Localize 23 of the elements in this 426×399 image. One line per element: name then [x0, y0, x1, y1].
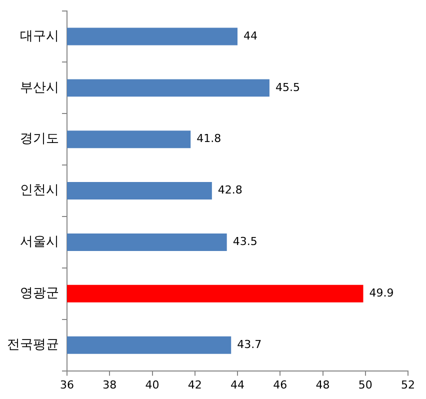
x-tick-label: 38	[102, 378, 117, 392]
y-tick-label: 부산시	[20, 80, 59, 96]
x-tick-label: 44	[230, 378, 244, 392]
data-label: 42.8	[218, 184, 242, 197]
y-tick-label: 인천시	[20, 183, 59, 198]
data-label: 49.9	[369, 286, 394, 300]
y-tick-label: 경기도	[20, 132, 59, 147]
data-label: 43.7	[237, 338, 262, 351]
data-label: 44	[244, 29, 258, 42]
data-label: 45.5	[275, 80, 300, 94]
y-tick-label: 영광군	[20, 286, 59, 302]
x-tick-label: 50	[358, 378, 372, 392]
data-label: 41.8	[196, 132, 222, 146]
x-tick-label: 48	[316, 378, 330, 392]
y-tick-label: 대구시	[20, 28, 59, 44]
data-label: 43.5	[232, 235, 258, 248]
x-tick-label: 42	[188, 378, 202, 392]
x-tick-label: 36	[60, 378, 74, 392]
y-tick-label: 전국평균	[7, 337, 59, 352]
x-tick-label: 46	[273, 378, 288, 392]
y-tick-label: 서울시	[20, 234, 59, 250]
x-tick-label: 52	[401, 378, 415, 392]
x-tick-label: 40	[145, 378, 160, 392]
